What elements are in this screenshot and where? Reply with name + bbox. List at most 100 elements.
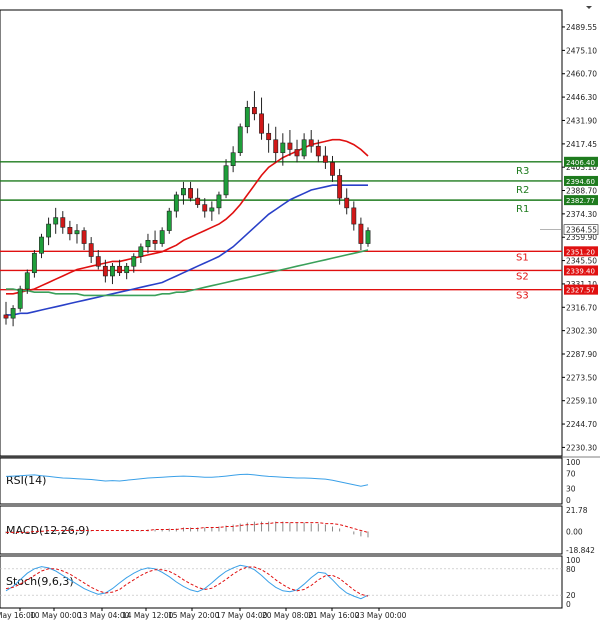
- main-pane-frame: [0, 9, 563, 457]
- candle-bull: [237, 126, 243, 154]
- stoch-pane-frame: [0, 555, 563, 609]
- candle-bear: [322, 155, 328, 163]
- chart-menu-icon[interactable]: [586, 6, 592, 9]
- stoch-tick-label: 80: [566, 565, 576, 574]
- macd-histogram: [5, 521, 369, 538]
- candle-bear: [315, 145, 321, 157]
- rsi-tick-label: 30: [566, 485, 576, 494]
- candle-bear: [67, 227, 73, 235]
- candle-bull: [10, 308, 16, 319]
- candle-bear: [81, 230, 87, 244]
- candle-bear: [95, 256, 101, 267]
- candle-bull: [74, 230, 80, 235]
- level-label-s3: S3: [516, 291, 529, 302]
- level-tag-text-r1: 2382.77: [566, 197, 595, 205]
- candle-bear: [88, 243, 94, 257]
- candle-bull: [244, 107, 250, 128]
- candle-bull: [39, 236, 44, 254]
- candle-bull: [17, 288, 23, 309]
- level-tag-text-r2: 2394.60: [566, 178, 595, 186]
- level-label-r3: R3: [516, 166, 529, 177]
- macd-tick-label: 21.78: [566, 506, 588, 515]
- rsi-line: [5, 473, 369, 487]
- candle-bull: [159, 230, 165, 244]
- rsi-tick-label: 0: [566, 496, 571, 505]
- candle-bear: [358, 223, 364, 244]
- price-tick-label: 2230.30: [566, 443, 597, 452]
- candle-bull: [124, 265, 130, 274]
- level-tag-text-s1: 2351.20: [566, 248, 595, 256]
- level-label-r2: R2: [516, 185, 529, 196]
- candle-bear: [152, 239, 158, 244]
- price-tick-label: 2316.70: [566, 303, 597, 312]
- stoch-tick-label: 100: [566, 556, 581, 565]
- level-tag-text-r3: 2406.40: [566, 159, 595, 167]
- stoch-d-line: [5, 566, 369, 597]
- level-tag-r2: [564, 175, 598, 186]
- current-price-tag-text: 2364.55: [566, 226, 597, 235]
- candle-bear: [102, 265, 108, 277]
- candle-bear: [294, 149, 300, 157]
- main-pane: 2489.55 2475.10 2460.70 2446.30 2431.90 2417.…: [0, 9, 600, 458]
- stoch-tick-label: 0: [566, 600, 571, 609]
- candle-bull: [365, 230, 371, 244]
- candle-bull: [223, 165, 229, 196]
- candle-bear: [308, 139, 314, 147]
- main-price-axis: 2489.55 2475.10 2460.70 2446.30 2431.90 2417.…: [562, 23, 597, 452]
- candle-bear: [351, 207, 357, 225]
- time-tick-label: May 16:00: [0, 611, 36, 620]
- macd-tick-label: 0.00: [566, 527, 583, 536]
- moving-average-line-3: [6, 249, 369, 297]
- price-tick-label: 2388.70: [566, 187, 597, 196]
- candle-bull: [46, 223, 52, 238]
- stoch-label: Stoch(9,6,3): [6, 575, 74, 588]
- candle-bull: [280, 142, 286, 154]
- candle-bear: [202, 204, 208, 212]
- candle-bear: [117, 265, 122, 274]
- level-tag-s1: [564, 246, 598, 257]
- candle-bull: [230, 152, 236, 166]
- rsi-axis: 100 70 30 0: [566, 458, 581, 505]
- candle-bull: [301, 139, 307, 157]
- candle-bull: [181, 188, 186, 196]
- stoch-lines: [0, 564, 562, 600]
- level-tag-s3: [564, 284, 598, 295]
- time-tick-label: 14 May 12:00: [122, 611, 174, 620]
- price-tick-label: 2417.45: [566, 140, 597, 149]
- candle-bull: [145, 239, 151, 248]
- candle-bear: [259, 113, 264, 134]
- price-tick-label: 2302.30: [566, 327, 597, 336]
- candle-bear: [188, 188, 193, 199]
- candle-bear: [266, 132, 272, 141]
- macd-axis: 21.78 0.00 -18.842: [566, 506, 595, 555]
- price-tick-label: 2446.30: [566, 93, 597, 102]
- time-tick-label: 15 May 20:00: [168, 611, 220, 620]
- time-tick-label: 10 May 00:00: [30, 611, 82, 620]
- level-tag-s2: [564, 265, 598, 276]
- moving-averages: [6, 138, 369, 316]
- price-tick-label: 2403.10: [566, 163, 597, 172]
- candle-bull: [131, 256, 137, 267]
- candle-bull: [173, 194, 179, 212]
- price-tick-label: 2460.70: [566, 70, 597, 79]
- time-tick-label: 23 May 00:00: [355, 611, 407, 620]
- price-tick-label: 2359.90: [566, 233, 597, 242]
- rsi-tick-label: 100: [566, 458, 581, 467]
- price-tick-label: 2374.30: [566, 210, 597, 219]
- level-tag-text-s2: 2339.40: [566, 267, 595, 275]
- candle-bear: [3, 314, 9, 319]
- rsi-line: [5, 473, 369, 487]
- price-tick-label: 2244.70: [566, 420, 597, 429]
- candle-bear: [330, 162, 335, 176]
- price-tick-label: 2489.55: [566, 23, 597, 32]
- price-tick-label: 2431.90: [566, 116, 597, 125]
- price-tick-label: 2259.10: [566, 397, 597, 406]
- level-label-s1: S1: [516, 252, 529, 263]
- rsi-pane-frame: [0, 457, 563, 505]
- candle-bear: [344, 197, 350, 209]
- stoch-tick-label: 20: [566, 591, 576, 600]
- price-tick-label: 2345.50: [566, 257, 597, 266]
